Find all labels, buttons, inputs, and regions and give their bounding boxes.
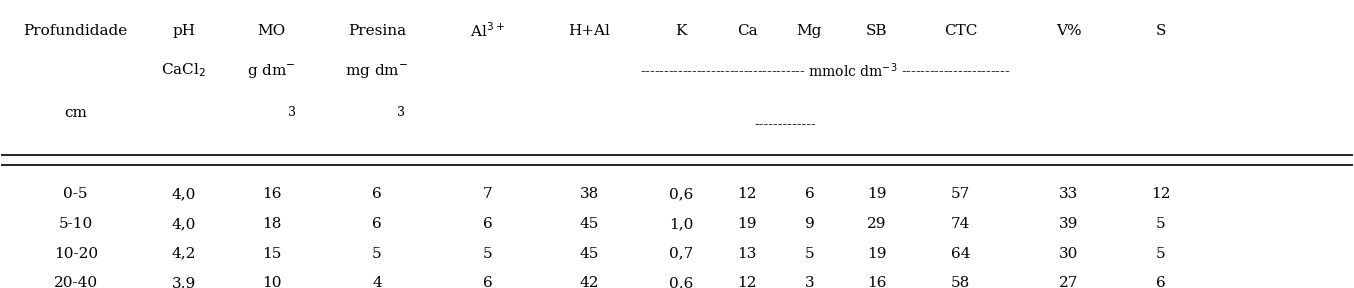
Text: 3,9: 3,9	[172, 276, 196, 288]
Text: cm: cm	[64, 106, 87, 120]
Text: SB: SB	[867, 24, 888, 38]
Text: 9: 9	[804, 217, 814, 231]
Text: 16: 16	[261, 187, 282, 201]
Text: 57: 57	[951, 187, 971, 201]
Text: 5: 5	[1156, 217, 1166, 231]
Text: 42: 42	[580, 276, 598, 288]
Text: 45: 45	[580, 217, 598, 231]
Text: 3: 3	[397, 106, 405, 119]
Text: 45: 45	[580, 247, 598, 261]
Text: 29: 29	[867, 217, 887, 231]
Text: 5: 5	[1156, 247, 1166, 261]
Text: 15: 15	[261, 247, 282, 261]
Text: 38: 38	[580, 187, 598, 201]
Text: 3: 3	[288, 106, 297, 119]
Text: 13: 13	[738, 247, 757, 261]
Text: Al$^{3+}$: Al$^{3+}$	[470, 22, 505, 40]
Text: 19: 19	[738, 217, 757, 231]
Text: 39: 39	[1059, 217, 1079, 231]
Text: 4,0: 4,0	[172, 217, 196, 231]
Text: 0-5: 0-5	[64, 187, 88, 201]
Text: H+Al: H+Al	[569, 24, 611, 38]
Text: -------------: -------------	[754, 118, 816, 132]
Text: S: S	[1155, 24, 1166, 38]
Text: 3: 3	[804, 276, 814, 288]
Text: K: K	[676, 24, 686, 38]
Text: 6: 6	[372, 217, 382, 231]
Text: mg dm$^{-}$: mg dm$^{-}$	[345, 62, 409, 79]
Text: 6: 6	[372, 187, 382, 201]
Text: 7: 7	[483, 187, 493, 201]
Text: 19: 19	[867, 247, 887, 261]
Text: 74: 74	[951, 217, 971, 231]
Text: 12: 12	[1151, 187, 1170, 201]
Text: 6: 6	[483, 217, 493, 231]
Text: g dm$^{-}$: g dm$^{-}$	[248, 62, 297, 79]
Text: V%: V%	[1056, 24, 1082, 38]
Text: 0,7: 0,7	[669, 247, 693, 261]
Text: 1,0: 1,0	[669, 217, 693, 231]
Text: Ca: Ca	[737, 24, 758, 38]
Text: 18: 18	[261, 217, 282, 231]
Text: pH: pH	[172, 24, 195, 38]
Text: 6: 6	[483, 276, 493, 288]
Text: 10: 10	[261, 276, 282, 288]
Text: 19: 19	[867, 187, 887, 201]
Text: CTC: CTC	[944, 24, 978, 38]
Text: 30: 30	[1059, 247, 1079, 261]
Text: 33: 33	[1059, 187, 1079, 201]
Text: 16: 16	[867, 276, 887, 288]
Text: 10-20: 10-20	[54, 247, 97, 261]
Text: 27: 27	[1059, 276, 1079, 288]
Text: Profundidade: Profundidade	[23, 24, 127, 38]
Text: 4: 4	[372, 276, 382, 288]
Text: 4,2: 4,2	[172, 247, 196, 261]
Text: 12: 12	[738, 276, 757, 288]
Text: MO: MO	[257, 24, 286, 38]
Text: ----------------------------------- mmolc dm$^{-3}$ -----------------------: ----------------------------------- mmol…	[640, 61, 1011, 80]
Text: 5: 5	[372, 247, 382, 261]
Text: 6: 6	[804, 187, 814, 201]
Text: 64: 64	[951, 247, 971, 261]
Text: 58: 58	[951, 276, 971, 288]
Text: CaCl$_2$: CaCl$_2$	[161, 62, 206, 79]
Text: Mg: Mg	[796, 24, 822, 38]
Text: 5: 5	[804, 247, 814, 261]
Text: 5-10: 5-10	[58, 217, 93, 231]
Text: 5: 5	[483, 247, 493, 261]
Text: 12: 12	[738, 187, 757, 201]
Text: 0,6: 0,6	[669, 276, 693, 288]
Text: 0,6: 0,6	[669, 187, 693, 201]
Text: 4,0: 4,0	[172, 187, 196, 201]
Text: 6: 6	[1156, 276, 1166, 288]
Text: 20-40: 20-40	[54, 276, 97, 288]
Text: Presina: Presina	[348, 24, 406, 38]
